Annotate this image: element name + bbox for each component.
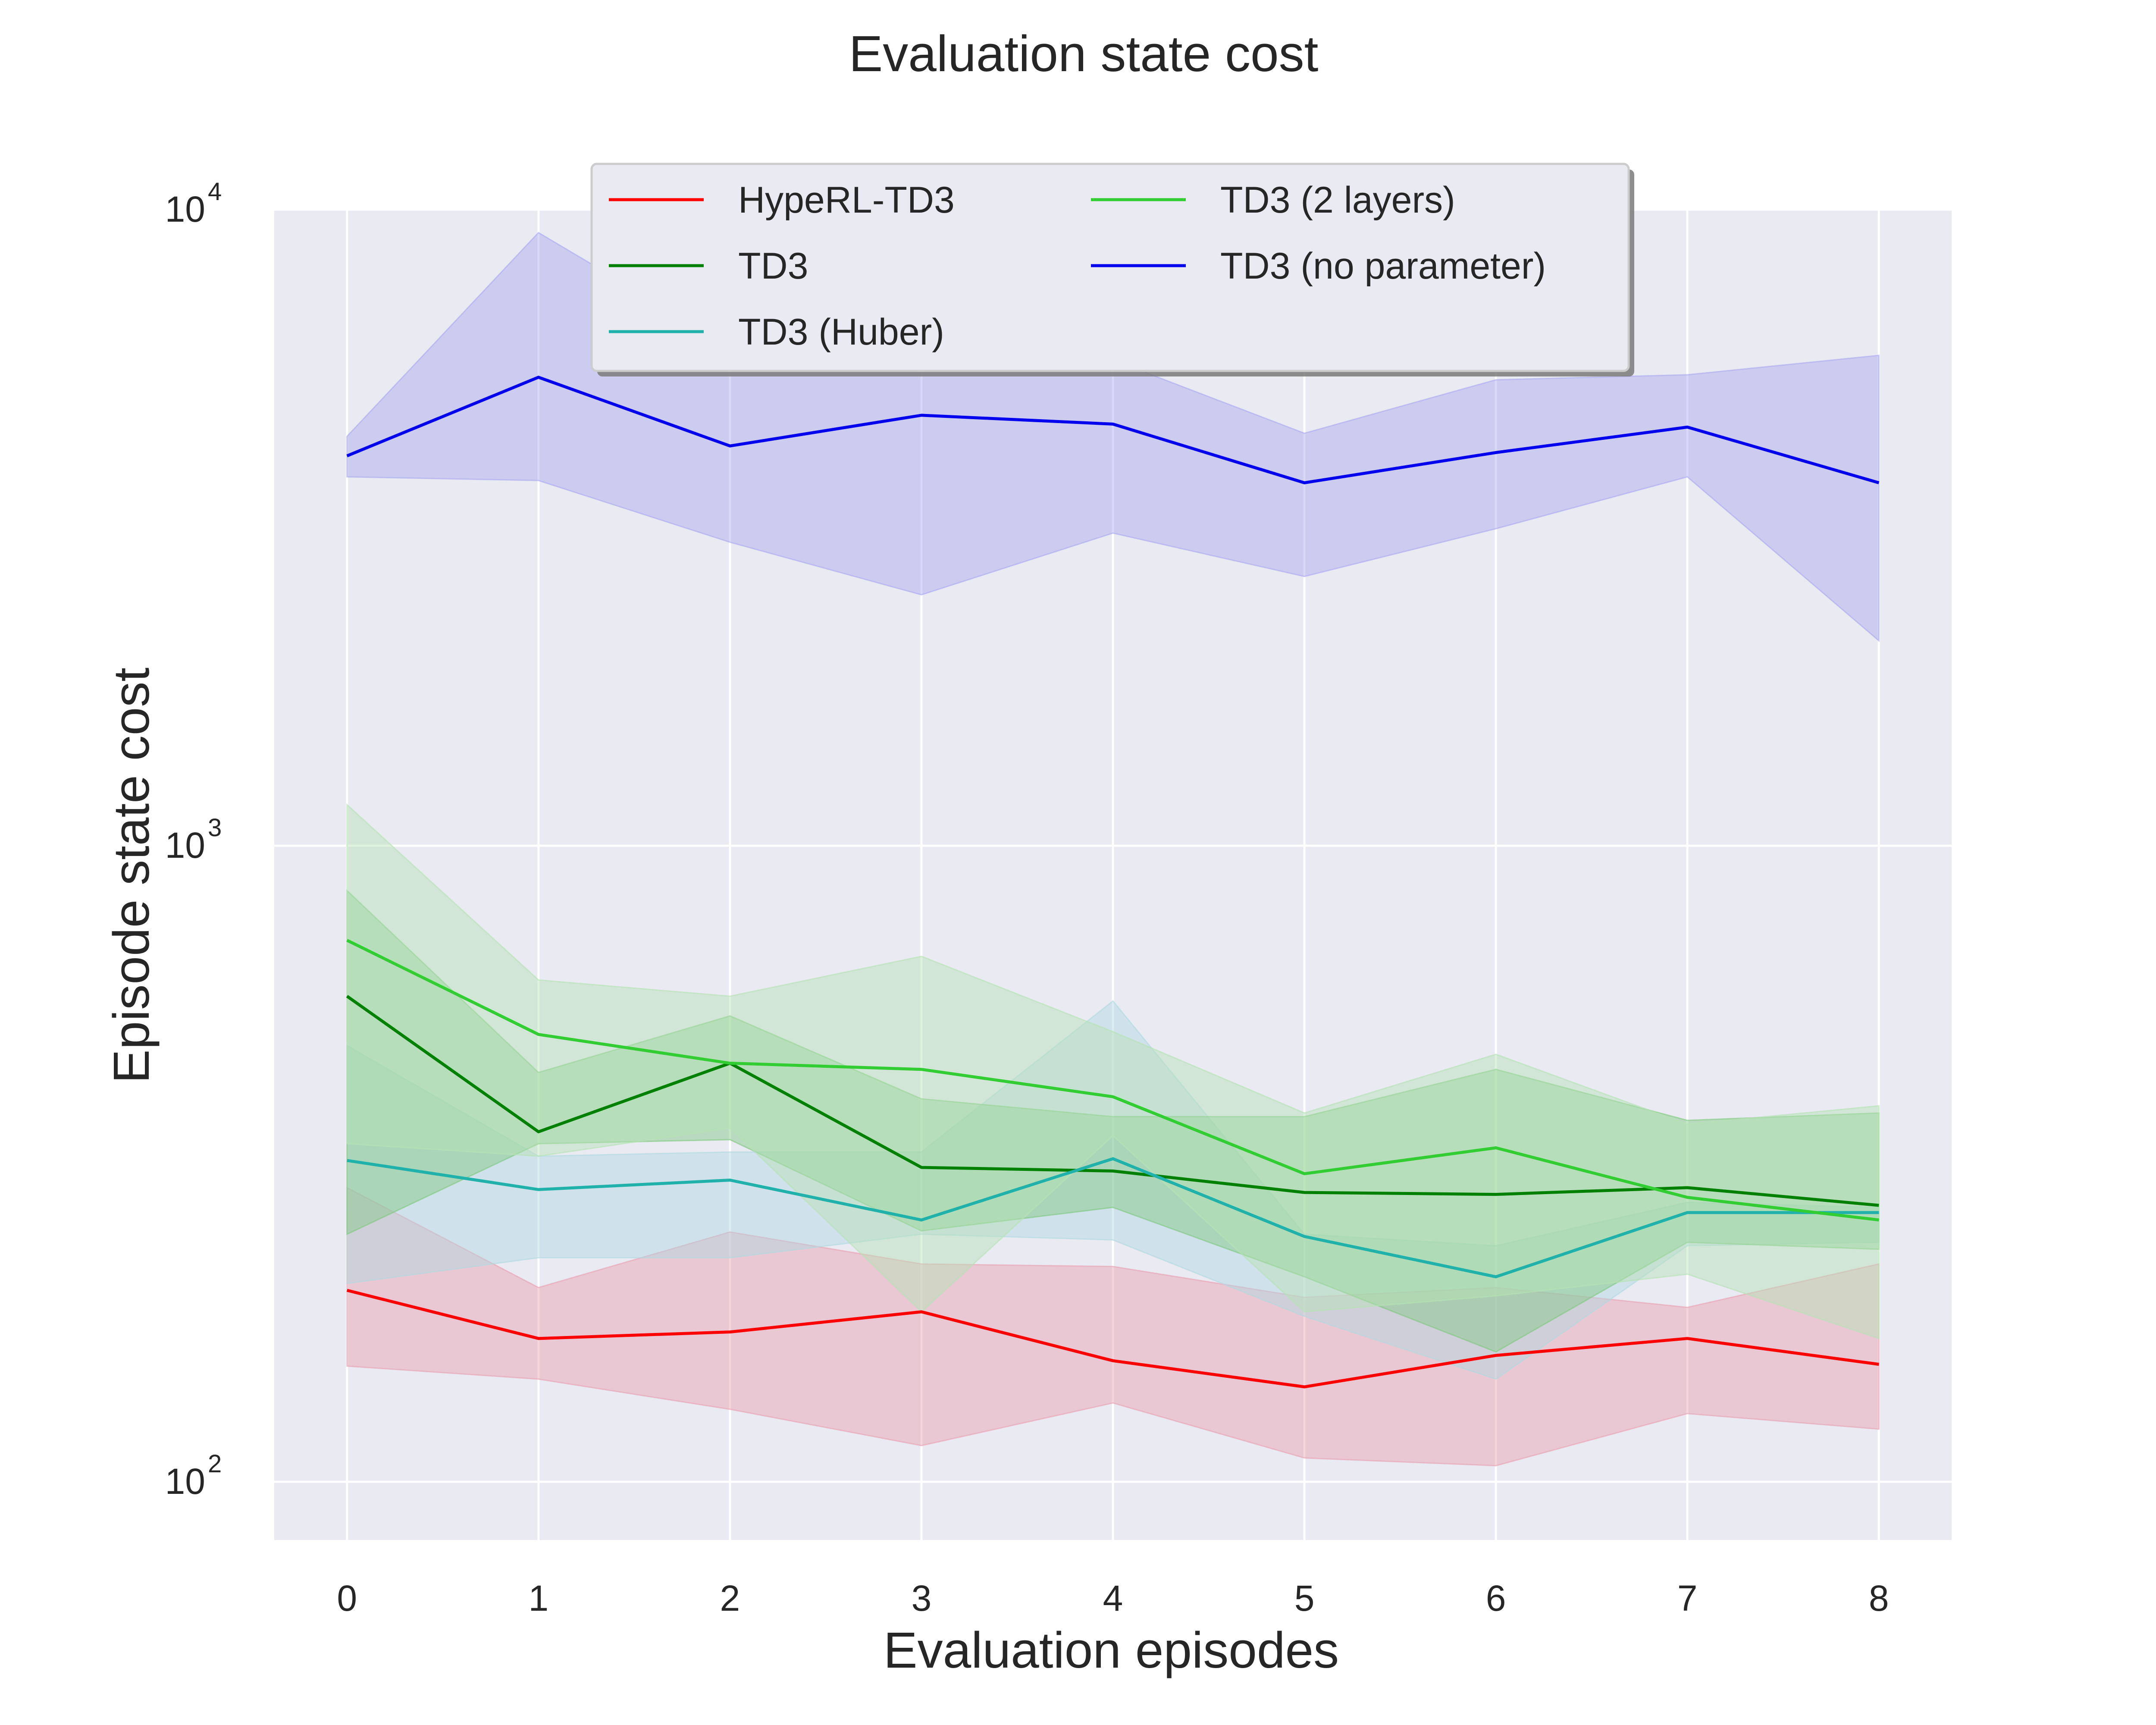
- x-tick-label: 1: [528, 1578, 548, 1618]
- confidence-bands: [346, 232, 1880, 1467]
- legend-label: TD3 (Huber): [738, 311, 944, 353]
- legend-label: HypeRL-TD3: [738, 179, 955, 221]
- line-td3: [346, 995, 1879, 1207]
- x-tick-label: 3: [912, 1578, 932, 1618]
- legend-label: TD3 (no parameter): [1220, 245, 1546, 287]
- legend-item: HypeRL-TD3: [609, 179, 955, 221]
- line-hyperl-td3: [346, 1289, 1879, 1389]
- x-tick-label: 4: [1103, 1578, 1123, 1618]
- y-tick-base: 10: [165, 825, 205, 866]
- x-tick-label: 0: [337, 1578, 357, 1618]
- y-axis-label: Episode state cost: [103, 668, 160, 1083]
- legend-item: TD3: [609, 245, 808, 287]
- x-tick-label: 8: [1869, 1578, 1889, 1618]
- legend-label: TD3: [738, 245, 808, 287]
- y-tick-exponent: 4: [208, 178, 222, 206]
- chart-title: Evaluation state cost: [849, 25, 1319, 82]
- y-tick-label: 10 2: [165, 1450, 222, 1502]
- legend: HypeRL-TD3 TD3 TD3 (Huber) TD3 (2 layers) TD…: [590, 163, 1634, 376]
- line-td3-huber-: [347, 1157, 1879, 1279]
- x-tick-label: 2: [720, 1578, 740, 1618]
- x-tick-label: 7: [1677, 1578, 1698, 1618]
- x-axis-label: Evaluation episodes: [884, 1622, 1339, 1679]
- band-td3-2-layers-: [346, 803, 1880, 1339]
- y-tick-exponent: 3: [208, 814, 222, 842]
- line-td3-no-parameter-: [346, 376, 1880, 484]
- y-tick-exponent: 2: [208, 1450, 222, 1478]
- y-tick-base: 10: [165, 189, 205, 229]
- y-tick-label: 10 3: [165, 814, 222, 866]
- legend-item: TD3 (no parameter): [1091, 245, 1546, 287]
- legend-label: TD3 (2 layers): [1220, 179, 1455, 221]
- y-tick-base: 10: [165, 1461, 205, 1502]
- legend-item: TD3 (2 layers): [1091, 179, 1455, 221]
- x-axis-ticks: 0 1 2 3 4 5 6 7 8: [337, 1578, 1889, 1618]
- legend-box: [590, 163, 1630, 372]
- x-tick-label: 6: [1486, 1578, 1506, 1618]
- series-lines: [346, 376, 1880, 1389]
- x-tick-label: 5: [1294, 1578, 1315, 1618]
- legend-item: TD3 (Huber): [609, 311, 944, 353]
- y-tick-label: 10 4: [165, 178, 222, 229]
- line-td3-2-layers-: [346, 939, 1879, 1222]
